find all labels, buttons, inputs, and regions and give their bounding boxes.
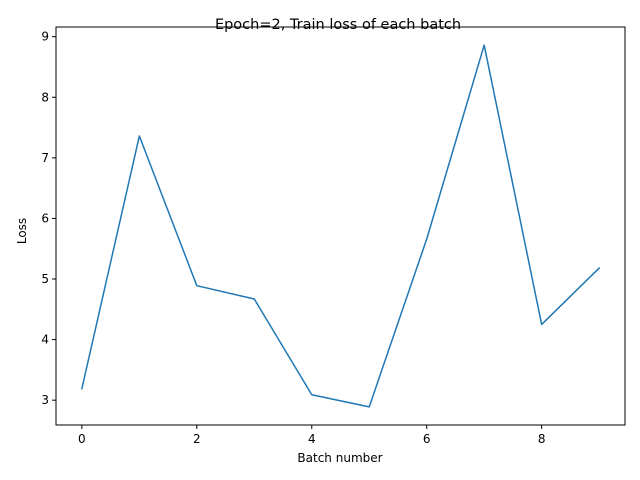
plot-frame: [55, 26, 626, 426]
y-axis-ticks: 3 4 5 6 7 8 9: [41, 30, 56, 407]
y-tick-label: 8: [41, 90, 49, 104]
y-tick-label: 3: [41, 393, 49, 407]
chart-title: Epoch=2, Train loss of each batch: [215, 17, 461, 33]
y-tick-label: 4: [41, 333, 49, 347]
x-tick-label: 0: [78, 432, 86, 446]
y-axis-title: Loss: [15, 218, 29, 244]
y-tick-label: 9: [41, 30, 49, 44]
y-tick-label: 7: [41, 151, 49, 165]
x-tick-label: 6: [423, 432, 431, 446]
x-tick-label: 2: [193, 432, 201, 446]
y-tick-label: 6: [41, 211, 49, 225]
x-axis-ticks: 0 2 4 6 8: [78, 425, 545, 446]
x-axis-title: Batch number: [297, 451, 382, 465]
y-tick-label: 5: [41, 272, 49, 286]
x-tick-label: 4: [308, 432, 316, 446]
series-line: [80, 44, 601, 408]
x-tick-label: 8: [538, 432, 546, 446]
